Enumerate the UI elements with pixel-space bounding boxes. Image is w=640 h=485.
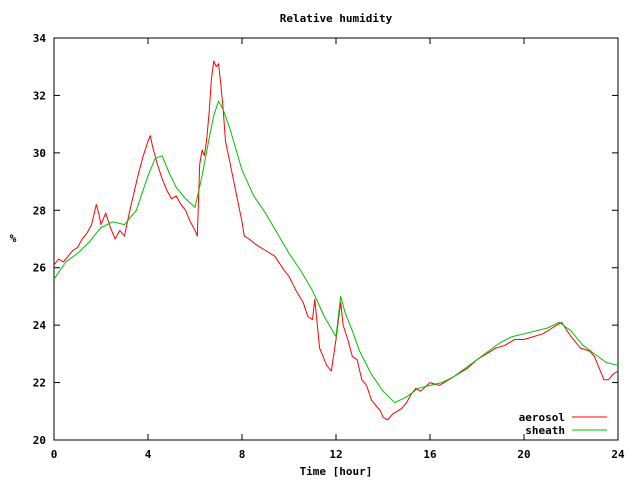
legend-label-sheath: sheath [525, 424, 565, 437]
y-tick-label: 32 [33, 89, 46, 102]
y-axis-label: % [10, 232, 17, 245]
legend-label-aerosol: aerosol [519, 411, 565, 424]
chart-title: Relative humidity [280, 12, 393, 25]
x-axis: 0 4 8 12 16 20 24 [51, 38, 625, 461]
y-tick-label: 26 [33, 262, 47, 275]
x-tick-label: 20 [517, 448, 530, 461]
x-tick-label: 4 [145, 448, 152, 461]
x-tick-label: 8 [239, 448, 246, 461]
x-axis-label: Time [hour] [300, 465, 373, 478]
series-line-sheath [53, 100, 619, 404]
series-line-aerosol [53, 60, 619, 421]
x-tick-label: 0 [51, 448, 58, 461]
y-axis: 20 22 24 26 28 30 32 34 [33, 32, 618, 447]
y-tick-label: 20 [33, 434, 46, 447]
y-tick-label: 22 [33, 377, 46, 390]
y-tick-label: 28 [33, 204, 46, 217]
x-tick-label: 12 [329, 448, 342, 461]
x-tick-label: 24 [611, 448, 625, 461]
y-tick-label: 24 [33, 319, 47, 332]
y-tick-label: 30 [33, 147, 46, 160]
plot-series [53, 60, 619, 421]
y-tick-label: 34 [33, 32, 47, 45]
x-tick-label: 16 [423, 448, 437, 461]
